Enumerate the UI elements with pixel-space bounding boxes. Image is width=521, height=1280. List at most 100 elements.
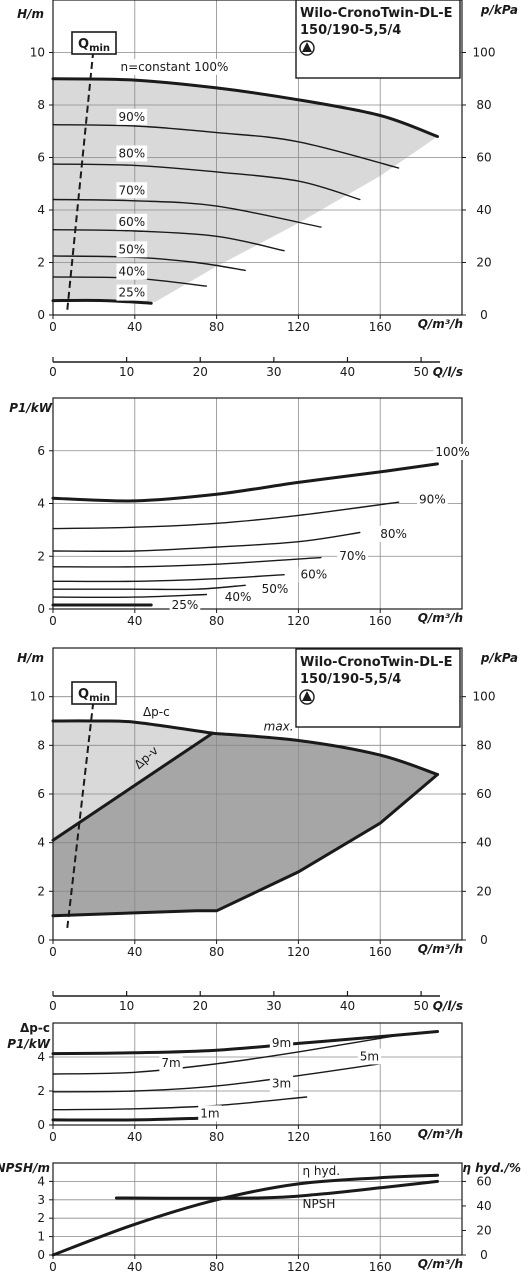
y-tick-label: 4 xyxy=(37,1050,45,1064)
flow-axis-label: Q/l/s xyxy=(433,999,463,1013)
series-line-1 xyxy=(51,462,439,503)
series-line-5 xyxy=(52,574,285,583)
y-tick-label: 4 xyxy=(37,203,45,217)
series-line-7 xyxy=(52,593,208,599)
qmin-label: Qmin xyxy=(78,687,110,704)
series-label-8: 25% xyxy=(172,598,199,612)
y-tick-label: 0 xyxy=(37,602,45,616)
y2-tick-label: 20 xyxy=(476,1223,491,1237)
series-label-bg xyxy=(159,1055,183,1072)
series-label-2: 90% xyxy=(118,110,145,124)
x-axis-label: Q/m³/h xyxy=(418,1127,463,1141)
series-label-bg xyxy=(298,566,330,583)
x-axis-label: Q/m³/h xyxy=(418,1257,463,1271)
series-label-bg xyxy=(116,145,148,162)
x-tick-label: 80 xyxy=(209,1130,224,1144)
series-label-bg xyxy=(357,1048,382,1065)
series-line-2 xyxy=(52,1034,402,1075)
x-tick-label: 120 xyxy=(287,614,310,628)
flow-axis-tick-label: 0 xyxy=(49,365,57,379)
series-label-5: 1m xyxy=(200,1106,219,1120)
x-tick-label: 40 xyxy=(127,945,142,959)
y2-tick-label: 80 xyxy=(476,98,491,112)
series-label-4: 70% xyxy=(339,549,366,563)
series-label-6: 50% xyxy=(262,582,289,596)
y-tick-label: 0 xyxy=(37,1118,45,1132)
series-line-4 xyxy=(52,198,322,228)
series-line-5 xyxy=(52,229,285,252)
series-label-bg xyxy=(378,525,409,542)
x-tick-label: 0 xyxy=(49,945,57,959)
series-label-bg xyxy=(433,444,472,461)
y-tick-label: 2 xyxy=(37,1084,45,1098)
plot-frame xyxy=(52,1162,463,1256)
x-tick-label: 160 xyxy=(369,1130,392,1144)
x-tick-label: 120 xyxy=(287,320,310,334)
qmin-label: Qmin xyxy=(78,37,110,54)
control-line-3 xyxy=(211,731,439,776)
y2-tick-label: 100 xyxy=(473,690,496,704)
x-tick-label: 160 xyxy=(369,1260,392,1274)
pump-symbol-triangle-icon xyxy=(302,691,312,701)
x-tick-label: 40 xyxy=(127,1130,142,1144)
series-label-2: NPSH xyxy=(302,1197,335,1211)
series-label-bg xyxy=(222,589,254,606)
qmin-label-base: Q xyxy=(78,37,89,52)
series-label-bg xyxy=(116,108,148,125)
y-axis-label: NPSH/m xyxy=(0,1161,50,1175)
qmin-label-sub: min xyxy=(89,693,110,704)
x-tick-label: 40 xyxy=(127,1260,142,1274)
y-axis-label-top: Δp-c xyxy=(20,1021,50,1035)
y2-tick-label: 0 xyxy=(480,308,488,322)
x-tick-label: 120 xyxy=(287,945,310,959)
y-tick-label: 2 xyxy=(37,549,45,563)
pump-model-name: Wilo-CronoTwin-DL-E xyxy=(300,655,453,670)
x-tick-label: 120 xyxy=(287,1260,310,1274)
series-label-1: η hyd. xyxy=(302,1164,340,1178)
flow-axis-tick-label: 20 xyxy=(193,999,208,1013)
x-tick-label: 0 xyxy=(49,614,57,628)
series-label-bg xyxy=(118,58,231,75)
x-tick-label: 80 xyxy=(209,320,224,334)
flow-ls-axis-1: 0 10 20 30 40 50 Q/l/s xyxy=(49,357,463,379)
y-tick-label: 1 xyxy=(37,1230,45,1244)
pump-symbol-triangle-icon xyxy=(302,42,312,52)
flow-axis-tick-label: 20 xyxy=(193,365,208,379)
series-line-4 xyxy=(52,1096,308,1111)
y2-tick-label: 20 xyxy=(476,884,491,898)
y-tick-label: 6 xyxy=(37,787,45,801)
y2-tick-label: 40 xyxy=(476,203,491,217)
y2-axis-label: p/kPa xyxy=(480,3,518,17)
series-label-2: 7m xyxy=(161,1056,180,1070)
x-tick-label: 160 xyxy=(369,945,392,959)
series-label-1: 9m xyxy=(272,1036,291,1050)
series-label-bg xyxy=(337,548,368,565)
y-tick-label: 4 xyxy=(37,836,45,850)
y-tick-label: 8 xyxy=(37,738,45,752)
dp-v-area xyxy=(53,733,438,916)
series-line-2 xyxy=(114,1179,439,1200)
flow-axis-tick-label: 10 xyxy=(119,999,134,1013)
series-label-1: 100% xyxy=(435,445,469,459)
series-label-3: 80% xyxy=(118,147,145,161)
series-label-bg xyxy=(417,491,448,508)
head-control-panel: 0 40 80 120 160 0 2 4 6 8 10 Q/m³/h H/m 0 20 40 60 80 100 p… xyxy=(17,647,518,959)
qmin-label-sub: min xyxy=(89,43,110,54)
x-tick-label: 40 xyxy=(127,614,142,628)
y-tick-label: 0 xyxy=(37,1248,45,1262)
series-label-bg xyxy=(169,597,201,613)
y2-axis-label: p/kPa xyxy=(480,651,518,665)
y-axis-label: H/m xyxy=(17,7,44,21)
series-label-5: 60% xyxy=(118,215,145,229)
series-label-7: 40% xyxy=(225,590,252,604)
x-tick-label: 0 xyxy=(49,1260,57,1274)
control-line-4 xyxy=(51,773,439,918)
x-tick-label: 120 xyxy=(287,1130,310,1144)
series-label-8: 25% xyxy=(118,286,145,300)
series-line-1 xyxy=(51,1173,439,1257)
flow-axis-label: Q/l/s xyxy=(433,365,463,379)
y-tick-label: 2 xyxy=(37,256,45,270)
series-label-6: 50% xyxy=(118,242,145,256)
series-label-bg xyxy=(269,1034,294,1051)
